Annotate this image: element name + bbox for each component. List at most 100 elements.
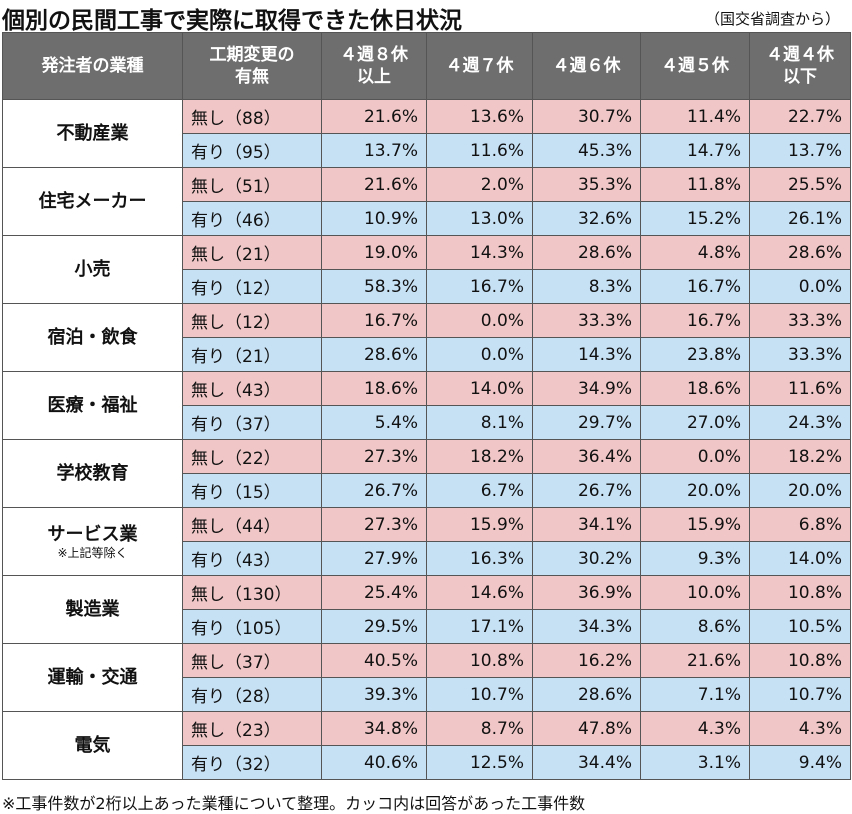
industry-name: 小売 bbox=[74, 258, 111, 280]
percentage-cell: 9.3% bbox=[640, 541, 750, 576]
percentage-cell: 15.9% bbox=[426, 507, 533, 542]
percentage-cell: 10.0% bbox=[640, 575, 750, 610]
industry-name: 学校教育 bbox=[56, 462, 129, 484]
percentage-cell: 30.2% bbox=[532, 541, 641, 576]
percentage-cell: 27.0% bbox=[640, 405, 750, 440]
schedule-change-cell: 無し（51） bbox=[182, 167, 322, 202]
industry-name: 製造業 bbox=[65, 598, 120, 620]
industry-name: 運輸・交通 bbox=[47, 666, 138, 688]
percentage-cell: 6.7% bbox=[426, 473, 533, 508]
schedule-change-cell: 有り（32） bbox=[182, 745, 322, 780]
header-4w5h: ４週５休 bbox=[640, 32, 750, 100]
percentage-cell: 25.4% bbox=[321, 575, 427, 610]
percentage-cell: 32.6% bbox=[532, 201, 641, 236]
percentage-cell: 27.3% bbox=[321, 507, 427, 542]
percentage-cell: 10.9% bbox=[321, 201, 427, 236]
percentage-cell: 13.7% bbox=[321, 133, 427, 168]
table-row: サービス業 ※上記等除く 無し（44） 27.3% 15.9% 34.1% 15.9% 6.8… bbox=[2, 507, 851, 576]
industry-name: 住宅メーカー bbox=[38, 190, 147, 212]
header-row: 発注者の業種 工期変更の 有無 ４週８休 以上 ４週７休 ４週６休 ４週５休 ４週４… bbox=[2, 32, 851, 100]
holiday-table: 発注者の業種 工期変更の 有無 ４週８休 以上 ４週７休 ４週６休 ４週５休 ４週４… bbox=[2, 32, 851, 780]
percentage-cell: 17.1% bbox=[426, 609, 533, 644]
schedule-change-cell: 無し（37） bbox=[182, 643, 322, 678]
percentage-cell: 27.3% bbox=[321, 439, 427, 474]
industry-note: ※上記等除く bbox=[57, 545, 128, 560]
percentage-cell: 28.6% bbox=[749, 235, 851, 270]
table-row: 医療・福祉 無し（43） 18.6% 14.0% 34.9% 18.6% 11.6% bbox=[2, 371, 851, 440]
percentage-cell: 11.6% bbox=[426, 133, 533, 168]
percentage-cell: 13.0% bbox=[426, 201, 533, 236]
table-body: 不動産業 無し（88） 21.6% 13.6% 30.7% 11.4% 22.7% 有り（95… bbox=[2, 99, 851, 780]
industry-cell: 不動産業 bbox=[2, 99, 183, 168]
table-row: 住宅メーカー 無し（51） 21.6% 2.0% 35.3% 11.8% 25.5% bbox=[2, 167, 851, 236]
schedule-change-cell: 有り（37） bbox=[182, 405, 322, 440]
schedule-change-cell: 有り（15） bbox=[182, 473, 322, 508]
header-4w6h: ４週６休 bbox=[532, 32, 641, 100]
percentage-cell: 10.8% bbox=[426, 643, 533, 678]
table-row: 有り（32） 40.6% 12.5% 34.4% 3.1% 9.4% bbox=[3, 745, 851, 780]
percentage-cell: 34.1% bbox=[532, 507, 641, 542]
percentage-cell: 26.1% bbox=[749, 201, 851, 236]
table-row: 不動産業 無し（88） 21.6% 13.6% 30.7% 11.4% 22.7% bbox=[2, 99, 851, 168]
table-row: 有り（46） 10.9% 13.0% 32.6% 15.2% 26.1% bbox=[3, 201, 851, 236]
schedule-change-cell: 無し（23） bbox=[182, 711, 322, 746]
percentage-cell: 21.6% bbox=[321, 167, 427, 202]
table-row: 有り（12） 58.3% 16.7% 8.3% 16.7% 0.0% bbox=[3, 269, 851, 304]
percentage-cell: 58.3% bbox=[321, 269, 427, 304]
table-row: 有り（43） 27.9% 16.3% 30.2% 9.3% 14.0% bbox=[3, 541, 851, 576]
percentage-cell: 24.3% bbox=[749, 405, 851, 440]
industry-cell: 運輸・交通 bbox=[2, 643, 183, 712]
percentage-cell: 29.7% bbox=[532, 405, 641, 440]
percentage-cell: 4.8% bbox=[640, 235, 750, 270]
schedule-change-cell: 有り（95） bbox=[182, 133, 322, 168]
header-4w4h: ４週４休 以下 bbox=[749, 32, 851, 100]
percentage-cell: 34.9% bbox=[532, 371, 641, 406]
schedule-change-cell: 無し（21） bbox=[182, 235, 322, 270]
schedule-change-cell: 無し（130） bbox=[182, 575, 322, 610]
header-schedule-change: 工期変更の 有無 bbox=[182, 32, 322, 100]
percentage-cell: 8.7% bbox=[426, 711, 533, 746]
table-row: 有り（95） 13.7% 11.6% 45.3% 14.7% 13.7% bbox=[3, 133, 851, 168]
percentage-cell: 14.0% bbox=[426, 371, 533, 406]
percentage-cell: 22.7% bbox=[749, 99, 851, 134]
percentage-cell: 21.6% bbox=[321, 99, 427, 134]
industry-name: 医療・福祉 bbox=[47, 394, 138, 416]
percentage-cell: 28.6% bbox=[532, 677, 641, 712]
percentage-cell: 16.3% bbox=[426, 541, 533, 576]
industry-cell: 宿泊・飲食 bbox=[2, 303, 183, 372]
industry-cell: 小売 bbox=[2, 235, 183, 304]
schedule-change-cell: 有り（21） bbox=[182, 337, 322, 372]
table-row: 電気 無し（23） 34.8% 8.7% 47.8% 4.3% 4.3% bbox=[2, 711, 851, 780]
percentage-cell: 18.2% bbox=[426, 439, 533, 474]
percentage-cell: 25.5% bbox=[749, 167, 851, 202]
percentage-cell: 6.8% bbox=[749, 507, 851, 542]
percentage-cell: 11.6% bbox=[749, 371, 851, 406]
table-row: 宿泊・飲食 無し（12） 16.7% 0.0% 33.3% 16.7% 33.3% bbox=[2, 303, 851, 372]
percentage-cell: 8.6% bbox=[640, 609, 750, 644]
schedule-change-cell: 無し（12） bbox=[182, 303, 322, 338]
percentage-cell: 10.5% bbox=[749, 609, 851, 644]
percentage-cell: 16.7% bbox=[640, 303, 750, 338]
percentage-cell: 14.7% bbox=[640, 133, 750, 168]
percentage-cell: 28.6% bbox=[532, 235, 641, 270]
footnote: ※工事件数が2桁以上あった業種について整理。カッコ内は回答があった工事件数 bbox=[2, 794, 586, 813]
percentage-cell: 27.9% bbox=[321, 541, 427, 576]
percentage-cell: 18.2% bbox=[749, 439, 851, 474]
table-row: 学校教育 無し（22） 27.3% 18.2% 36.4% 0.0% 18.2% bbox=[2, 439, 851, 508]
percentage-cell: 45.3% bbox=[532, 133, 641, 168]
schedule-change-cell: 有り（46） bbox=[182, 201, 322, 236]
schedule-change-cell: 有り（12） bbox=[182, 269, 322, 304]
industry-cell: 医療・福祉 bbox=[2, 371, 183, 440]
page-title: 個別の民間工事で実際に取得できた休日状況 bbox=[2, 8, 462, 34]
percentage-cell: 26.7% bbox=[321, 473, 427, 508]
industry-cell: 住宅メーカー bbox=[2, 167, 183, 236]
percentage-cell: 10.8% bbox=[749, 643, 851, 678]
percentage-cell: 12.5% bbox=[426, 745, 533, 780]
schedule-change-cell: 無し（22） bbox=[182, 439, 322, 474]
percentage-cell: 13.6% bbox=[426, 99, 533, 134]
percentage-cell: 14.0% bbox=[749, 541, 851, 576]
percentage-cell: 39.3% bbox=[321, 677, 427, 712]
percentage-cell: 33.3% bbox=[749, 303, 851, 338]
percentage-cell: 10.7% bbox=[426, 677, 533, 712]
